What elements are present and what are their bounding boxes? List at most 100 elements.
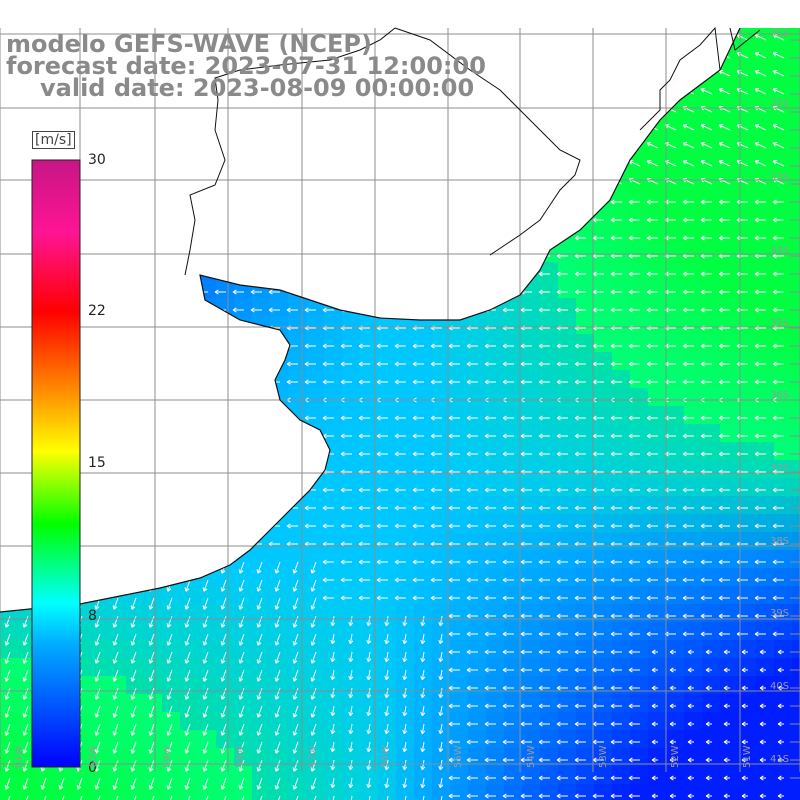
wind-cell (504, 406, 522, 424)
wind-arrow (610, 523, 622, 529)
wind-arrow (754, 361, 766, 367)
wind-cell (720, 154, 738, 172)
wind-arrow (741, 649, 748, 655)
wind-cell (774, 82, 792, 100)
wind-cell (288, 172, 306, 190)
wind-cell (342, 136, 360, 154)
wind-arrow (687, 721, 694, 727)
wind-arrow (268, 487, 280, 493)
wind-cell (450, 694, 468, 712)
wind-cell (720, 388, 738, 406)
wind-arrow (166, 561, 173, 574)
wind-cell (306, 766, 324, 784)
wind-cell (306, 586, 324, 604)
wind-cell (270, 190, 288, 208)
wind-cell (198, 766, 216, 784)
wind-arrow (238, 759, 245, 772)
wind-cell (540, 712, 558, 730)
wind-cell (720, 460, 738, 478)
wind-cell (702, 766, 720, 784)
wind-arrow (705, 685, 712, 691)
wind-cell (414, 730, 432, 748)
wind-cell (666, 784, 684, 800)
wind-arrow (124, 217, 136, 223)
wind-cell (414, 334, 432, 352)
wind-cell (180, 406, 198, 424)
wind-arrow (484, 34, 497, 41)
wind-cell (576, 640, 594, 658)
wind-arrow (238, 777, 245, 790)
wind-arrow (484, 343, 496, 349)
wind-cell (414, 352, 432, 370)
wind-arrow (0, 199, 10, 205)
wind-arrow (196, 451, 208, 457)
wind-arrow (538, 124, 551, 131)
wind-cell (720, 370, 738, 388)
wind-arrow (250, 178, 263, 185)
wind-cell (486, 532, 504, 550)
wind-cell (522, 406, 540, 424)
wind-cell (756, 784, 774, 800)
wind-cell (666, 442, 684, 460)
wind-cell (90, 370, 108, 388)
wind-cell (216, 622, 234, 640)
wind-arrow (394, 343, 406, 349)
wind-cell (648, 586, 666, 604)
wind-arrow (0, 487, 10, 493)
wind-arrow (687, 667, 694, 673)
wind-cell (774, 568, 792, 586)
wind-arrow (502, 124, 515, 131)
wind-arrow (628, 631, 640, 637)
wind-cell (738, 334, 756, 352)
wind-arrow (214, 523, 226, 529)
wind-arrow (772, 289, 784, 295)
wind-arrow (772, 451, 784, 457)
wind-cell (612, 568, 630, 586)
wind-arrow (502, 289, 514, 295)
wind-arrow (274, 615, 281, 628)
wind-arrow (220, 615, 227, 628)
wind-cell (252, 118, 270, 136)
wind-arrow (628, 577, 640, 583)
wind-arrow (160, 142, 173, 149)
wind-cell (648, 442, 666, 460)
wind-arrow (438, 651, 444, 663)
wind-arrow (628, 649, 640, 655)
wind-cell (378, 730, 396, 748)
wind-arrow (202, 741, 209, 754)
wind-cell (288, 190, 306, 208)
wind-cell (792, 478, 800, 496)
wind-cell (504, 604, 522, 622)
wind-arrow (124, 253, 136, 259)
wind-cell (720, 604, 738, 622)
wind-arrow (94, 723, 101, 736)
wind-arrow (592, 775, 604, 781)
wind-arrow (366, 705, 372, 717)
wind-cell (612, 154, 630, 172)
wind-arrow (574, 595, 586, 601)
wind-arrow (202, 687, 209, 700)
wind-arrow (106, 142, 119, 149)
wind-cell (252, 298, 270, 316)
wind-cell (684, 244, 702, 262)
wind-arrow (16, 271, 28, 277)
wind-cell (576, 370, 594, 388)
wind-arrow (330, 687, 336, 699)
wind-cell (450, 226, 468, 244)
wind-cell (738, 154, 756, 172)
wind-arrow (520, 487, 532, 493)
wind-arrow (772, 34, 785, 41)
wind-arrow (723, 703, 730, 709)
wind-cell (792, 532, 800, 550)
wind-arrow (556, 721, 568, 727)
wind-arrow (160, 307, 172, 313)
wind-cell (216, 208, 234, 226)
wind-cell (648, 532, 666, 550)
wind-arrow (556, 361, 568, 367)
wind-cell (144, 694, 162, 712)
wind-arrow (610, 142, 623, 149)
wind-arrow (214, 541, 226, 547)
wind-arrow (592, 739, 604, 745)
wind-cell (702, 676, 720, 694)
wind-cell (576, 280, 594, 298)
